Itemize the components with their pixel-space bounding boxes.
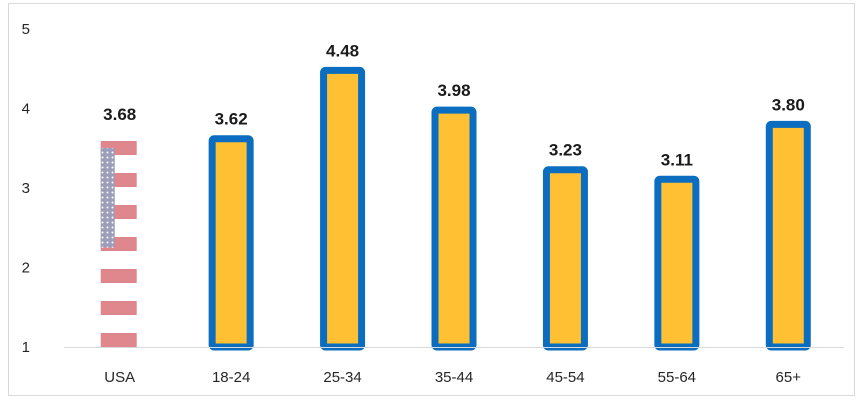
bar-35-44 (431, 106, 477, 351)
x-axis: USA 18-24 25-34 35-44 45-54 55-64 65+ (64, 347, 844, 386)
x-tick-label: USA (104, 369, 135, 386)
bar-18-24 (208, 135, 254, 351)
value-label: 3.11 (661, 150, 693, 169)
value-labels: 3.68 3.62 4.48 3.98 3.23 3.11 3.80 (103, 41, 805, 169)
value-label: 3.80 (772, 95, 805, 114)
flag-stripe (100, 269, 137, 283)
value-label: 3.62 (215, 110, 248, 129)
y-axis: 1 2 3 4 5 (22, 21, 30, 356)
bar-65+ (765, 120, 811, 351)
bar-25-34 (320, 66, 366, 351)
x-tick-label: 18-24 (212, 369, 250, 386)
y-tick-label: 1 (22, 339, 30, 356)
flag-stripe (100, 333, 137, 347)
bar-55-64 (654, 175, 700, 351)
y-tick-label: 3 (22, 180, 30, 197)
x-tick-label: 65+ (776, 369, 802, 386)
x-tick-label: 25-34 (323, 369, 361, 386)
y-tick-label: 5 (22, 21, 30, 38)
value-label: 3.68 (103, 105, 136, 124)
value-label: 3.23 (549, 141, 582, 160)
bars (100, 66, 811, 351)
x-tick-label: 45-54 (546, 369, 584, 386)
y-tick-label: 2 (22, 260, 30, 277)
value-label: 4.48 (326, 41, 359, 60)
bar-45-54 (542, 166, 588, 351)
flag-canton (100, 147, 115, 248)
x-tick-label: 55-64 (658, 369, 696, 386)
y-tick-label: 4 (22, 101, 30, 118)
bar-usa-flag (100, 141, 137, 347)
flag-stripe (100, 301, 137, 315)
x-tick-label: 35-44 (435, 369, 473, 386)
value-label: 3.98 (437, 81, 470, 100)
